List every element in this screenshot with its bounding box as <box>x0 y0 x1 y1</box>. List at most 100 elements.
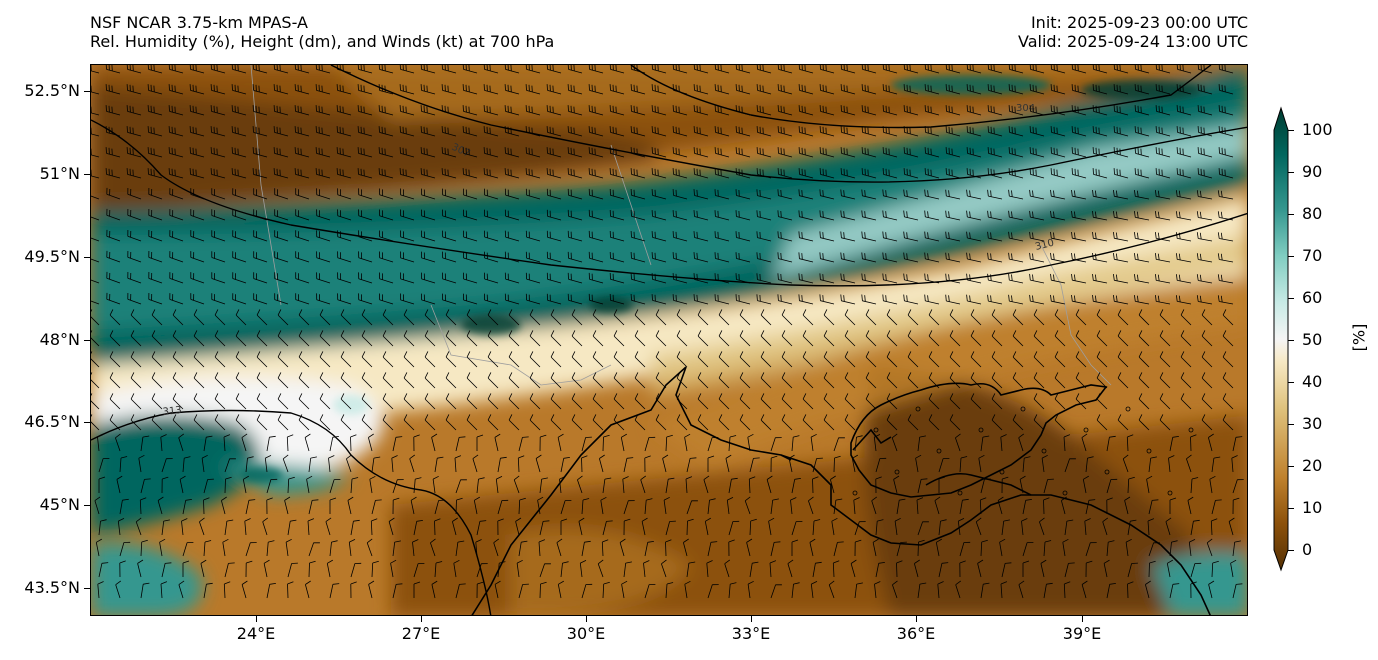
wind-barb <box>295 230 310 242</box>
wind-barb <box>379 230 394 242</box>
wind-barb <box>231 105 247 116</box>
wind-barb <box>714 168 730 179</box>
wind-barb <box>346 454 352 473</box>
wind-barb <box>1222 393 1234 410</box>
wind-barb <box>550 330 562 347</box>
wind-barb <box>945 210 961 221</box>
wind-barb <box>592 393 604 410</box>
lat-tick <box>84 174 90 175</box>
lon-tick <box>751 616 752 622</box>
wind-barb <box>497 561 506 578</box>
wind-barb <box>484 272 499 284</box>
wind-barb <box>1117 372 1129 389</box>
wind-barb <box>91 169 100 179</box>
wind-barb <box>119 541 131 557</box>
wind-barb <box>728 520 740 536</box>
wind-barb <box>413 581 421 598</box>
wind-barb <box>273 65 289 74</box>
wind-barb <box>358 272 373 284</box>
wind-barb <box>277 393 289 410</box>
wind-barb <box>91 414 100 431</box>
wind-barb <box>949 309 961 326</box>
wind-barb <box>1228 517 1235 536</box>
wind-barb <box>714 231 730 242</box>
wind-barb <box>975 517 982 536</box>
wind-barb <box>655 309 667 326</box>
wind-barb <box>798 294 814 305</box>
wind-barb <box>203 435 213 452</box>
wind-barb <box>949 330 961 347</box>
wind-barb <box>622 476 629 494</box>
wind-barb <box>882 210 898 221</box>
wind-barb <box>725 454 732 473</box>
wind-barb <box>828 580 835 599</box>
wind-barb <box>945 252 961 263</box>
wind-barb <box>844 309 856 326</box>
wind-barb <box>619 538 626 557</box>
wind-barb <box>1106 497 1113 515</box>
wind-barb <box>242 475 250 494</box>
wind-barb <box>686 500 698 515</box>
wind-barb <box>714 273 730 284</box>
wind-barb <box>350 434 357 452</box>
wind-barb <box>739 414 751 431</box>
wind-barb <box>924 147 940 158</box>
wind-barb <box>1054 393 1066 410</box>
wind-barb <box>432 475 439 494</box>
wind-barb <box>421 251 436 263</box>
wind-barb <box>823 393 835 410</box>
wind-barb <box>130 351 142 368</box>
calm-wind-marker <box>1125 406 1131 412</box>
wind-barb <box>770 437 782 452</box>
wind-barb <box>127 271 142 284</box>
wind-barb <box>945 65 961 74</box>
wind-barb <box>546 293 562 305</box>
wind-barb <box>203 540 212 557</box>
wind-barb <box>462 126 478 137</box>
wind-barb <box>1029 84 1045 95</box>
wind-barb <box>421 209 436 221</box>
wind-barb <box>1071 252 1087 263</box>
wind-barb <box>917 435 926 452</box>
wind-barb <box>494 580 501 599</box>
wind-barb <box>693 189 709 200</box>
wind-barb <box>978 454 985 473</box>
wind-barb <box>91 85 100 95</box>
wind-barb <box>777 273 793 284</box>
wind-barb <box>756 231 772 242</box>
wind-barb <box>319 330 331 347</box>
wind-barb <box>476 581 484 599</box>
wind-barb <box>504 230 520 242</box>
wind-barb <box>1054 414 1066 431</box>
wind-barb <box>1071 231 1087 242</box>
wind-barb <box>1159 393 1171 410</box>
cbar-label-10: 10 <box>1302 498 1323 517</box>
wind-barb <box>413 477 422 494</box>
wind-barb <box>1029 252 1045 263</box>
wind-barb <box>556 538 563 557</box>
wind-barb <box>214 414 226 431</box>
contour-label-304: 304 <box>1016 103 1035 114</box>
wind-barb <box>735 189 751 200</box>
wind-barb <box>924 84 940 95</box>
wind-barb <box>1050 65 1066 74</box>
wind-barb <box>1206 538 1213 557</box>
wind-barb <box>630 105 646 116</box>
wind-barb <box>421 272 436 284</box>
wind-barb <box>651 65 667 74</box>
calm-wind-marker <box>1104 469 1110 475</box>
wind-barb <box>371 560 379 578</box>
wind-barb <box>588 251 604 263</box>
wind-barb <box>475 539 482 557</box>
wind-barb <box>756 252 772 263</box>
wind-barb <box>224 458 236 473</box>
wind-barb <box>1201 330 1213 347</box>
wind-barb <box>294 168 310 179</box>
wind-barb <box>382 309 394 326</box>
wind-barb <box>1085 560 1093 578</box>
wind-barb <box>190 272 205 284</box>
wind-barb <box>550 309 562 326</box>
wind-barb <box>1117 330 1129 347</box>
wind-barb <box>400 293 415 305</box>
wind-barb <box>1211 499 1222 515</box>
